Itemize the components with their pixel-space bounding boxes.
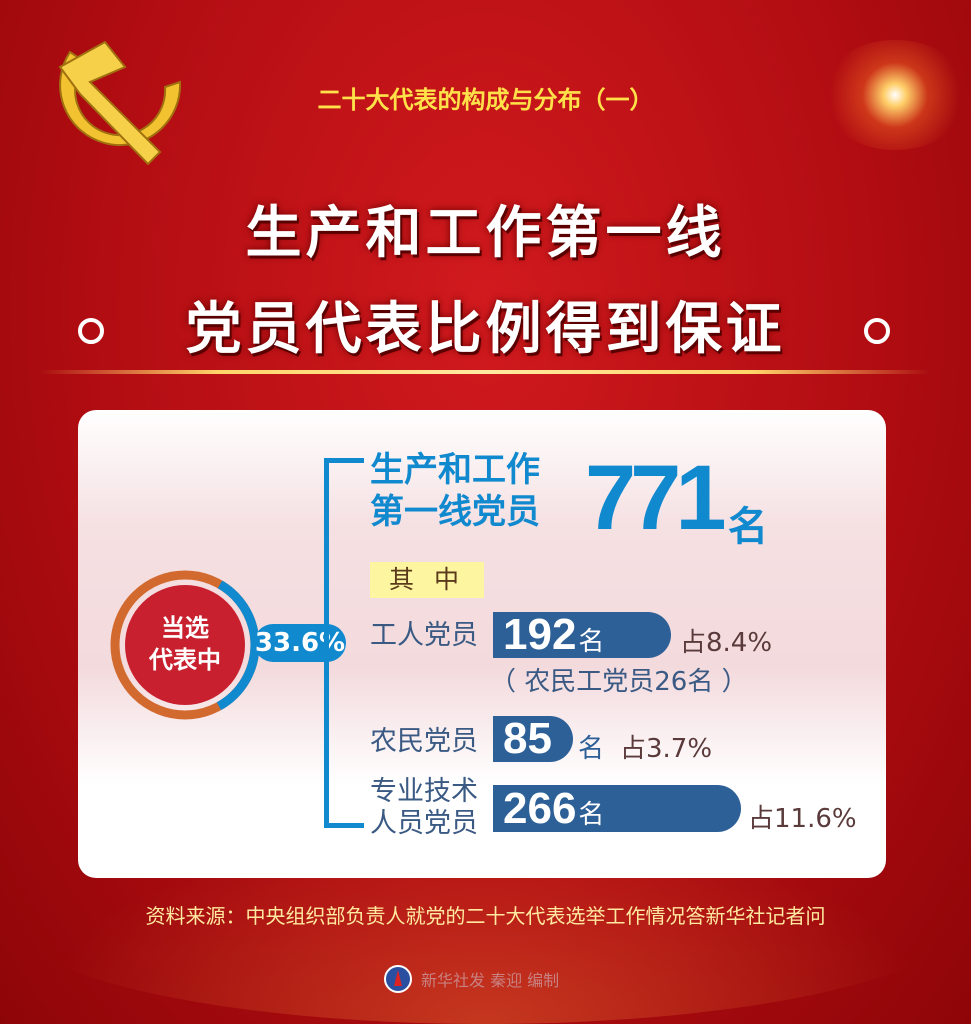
headline-line-1: 生产和工作 xyxy=(370,450,540,490)
title-line-1: 生产和工作第一线 xyxy=(245,201,726,266)
bar-farmers: 85 xyxy=(493,714,573,763)
bar-unit: 名 xyxy=(578,734,605,764)
party-emblem-icon xyxy=(58,40,182,166)
gold-divider xyxy=(40,370,930,374)
bracket-line xyxy=(324,458,364,828)
donut-label-line-2: 代表中 xyxy=(149,646,221,674)
total-unit: 名 xyxy=(728,504,768,550)
light-flare xyxy=(820,40,970,150)
share-farmers: 占3.7% xyxy=(620,734,713,764)
xinhua-logo-icon xyxy=(384,965,412,993)
bar-professionals: 266 名 xyxy=(493,783,741,833)
item-label-professionals-1: 专业技术 xyxy=(370,776,478,807)
bar-unit: 名 xyxy=(578,626,605,657)
share-workers: 占8.4% xyxy=(680,628,773,658)
headline-line-2: 第一线党员 xyxy=(370,492,540,532)
item-label-workers: 工人党员 xyxy=(370,620,478,651)
decorative-circle xyxy=(78,318,104,344)
breakdown-tag: 其 中 xyxy=(370,562,484,598)
bar-workers: 192 名 xyxy=(493,610,671,659)
percent-pill: 33.6% xyxy=(254,624,346,662)
bar-unit: 名 xyxy=(578,800,605,830)
decorative-circle xyxy=(864,318,890,344)
note-migrant-workers: （ 农民工党员26名 ） xyxy=(490,667,748,697)
donut-label-line-1: 当选 xyxy=(161,614,209,642)
donut-label: 当选 代表中 xyxy=(140,612,230,676)
source-note: 资料来源：中央组织部负责人就党的二十大代表选举工作情况答新华社记者问 xyxy=(145,904,826,928)
subtitle: 二十大代表的构成与分布（一） xyxy=(317,86,654,114)
bar-value: 192 xyxy=(503,610,577,659)
bar-value: 85 xyxy=(503,714,552,763)
donut-center xyxy=(125,585,245,705)
title-line-2: 党员代表比例得到保证 xyxy=(185,297,786,362)
item-label-professionals-2: 人员党员 xyxy=(370,808,478,839)
total-count: 771 xyxy=(585,447,726,549)
item-label-farmers: 农民党员 xyxy=(370,726,478,757)
share-professionals: 占11.6% xyxy=(748,804,857,834)
credit: 新华社发 秦迎 编制 xyxy=(383,964,559,994)
bar-value: 266 xyxy=(503,783,577,833)
credit-text: 新华社发 秦迎 编制 xyxy=(421,971,560,990)
donut-highlight-arc xyxy=(110,570,260,720)
